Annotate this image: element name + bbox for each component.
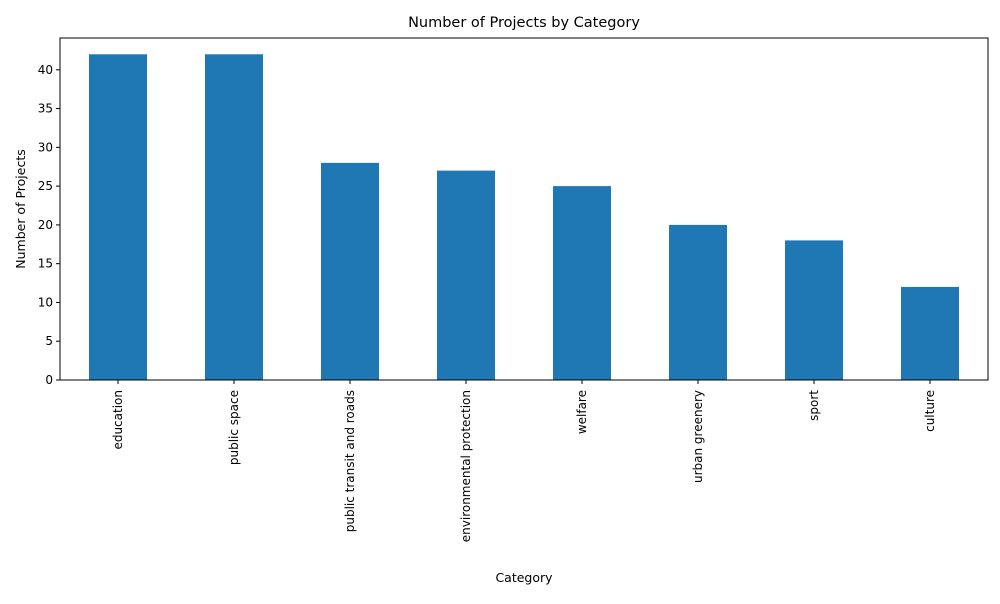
- y-tick-label: 5: [45, 334, 53, 348]
- y-axis-label: Number of Projects: [13, 149, 28, 269]
- bar-welfare: [553, 186, 611, 380]
- x-tick-label: environmental protection: [459, 390, 473, 542]
- bar-education: [89, 54, 147, 381]
- chart-title: Number of Projects by Category: [408, 15, 640, 31]
- x-axis: education public space public transit and …: [111, 380, 937, 542]
- y-tick-label: 10: [38, 295, 53, 309]
- y-tick-label: 30: [38, 140, 53, 154]
- bar-public-space: [205, 54, 263, 381]
- y-tick-label: 15: [38, 257, 53, 271]
- x-tick-label: urban greenery: [691, 390, 705, 483]
- bars-layer: [89, 54, 959, 381]
- bar-sport: [785, 240, 843, 380]
- x-tick-label: culture: [923, 390, 937, 432]
- y-tick-label: 0: [45, 373, 53, 387]
- x-tick-label: public space: [227, 390, 241, 465]
- x-tick-label: education: [111, 390, 125, 450]
- y-tick-label: 25: [38, 179, 53, 193]
- y-axis: 0 5 10 15 20 25 30 35 40: [38, 63, 60, 387]
- y-tick-label: 20: [38, 218, 53, 232]
- x-axis-label: Category: [495, 570, 553, 585]
- y-tick-label: 35: [38, 102, 53, 116]
- bar-culture: [901, 286, 959, 380]
- plot-frame: [59, 37, 989, 381]
- x-tick-label: sport: [807, 390, 821, 421]
- bar-urban-greenery: [669, 224, 727, 380]
- bar-public-transit-and-roads: [321, 162, 379, 380]
- bar-environmental-protection: [437, 170, 495, 380]
- x-tick-label: welfare: [575, 390, 589, 434]
- y-tick-label: 40: [38, 63, 53, 77]
- x-tick-label: public transit and roads: [343, 390, 357, 532]
